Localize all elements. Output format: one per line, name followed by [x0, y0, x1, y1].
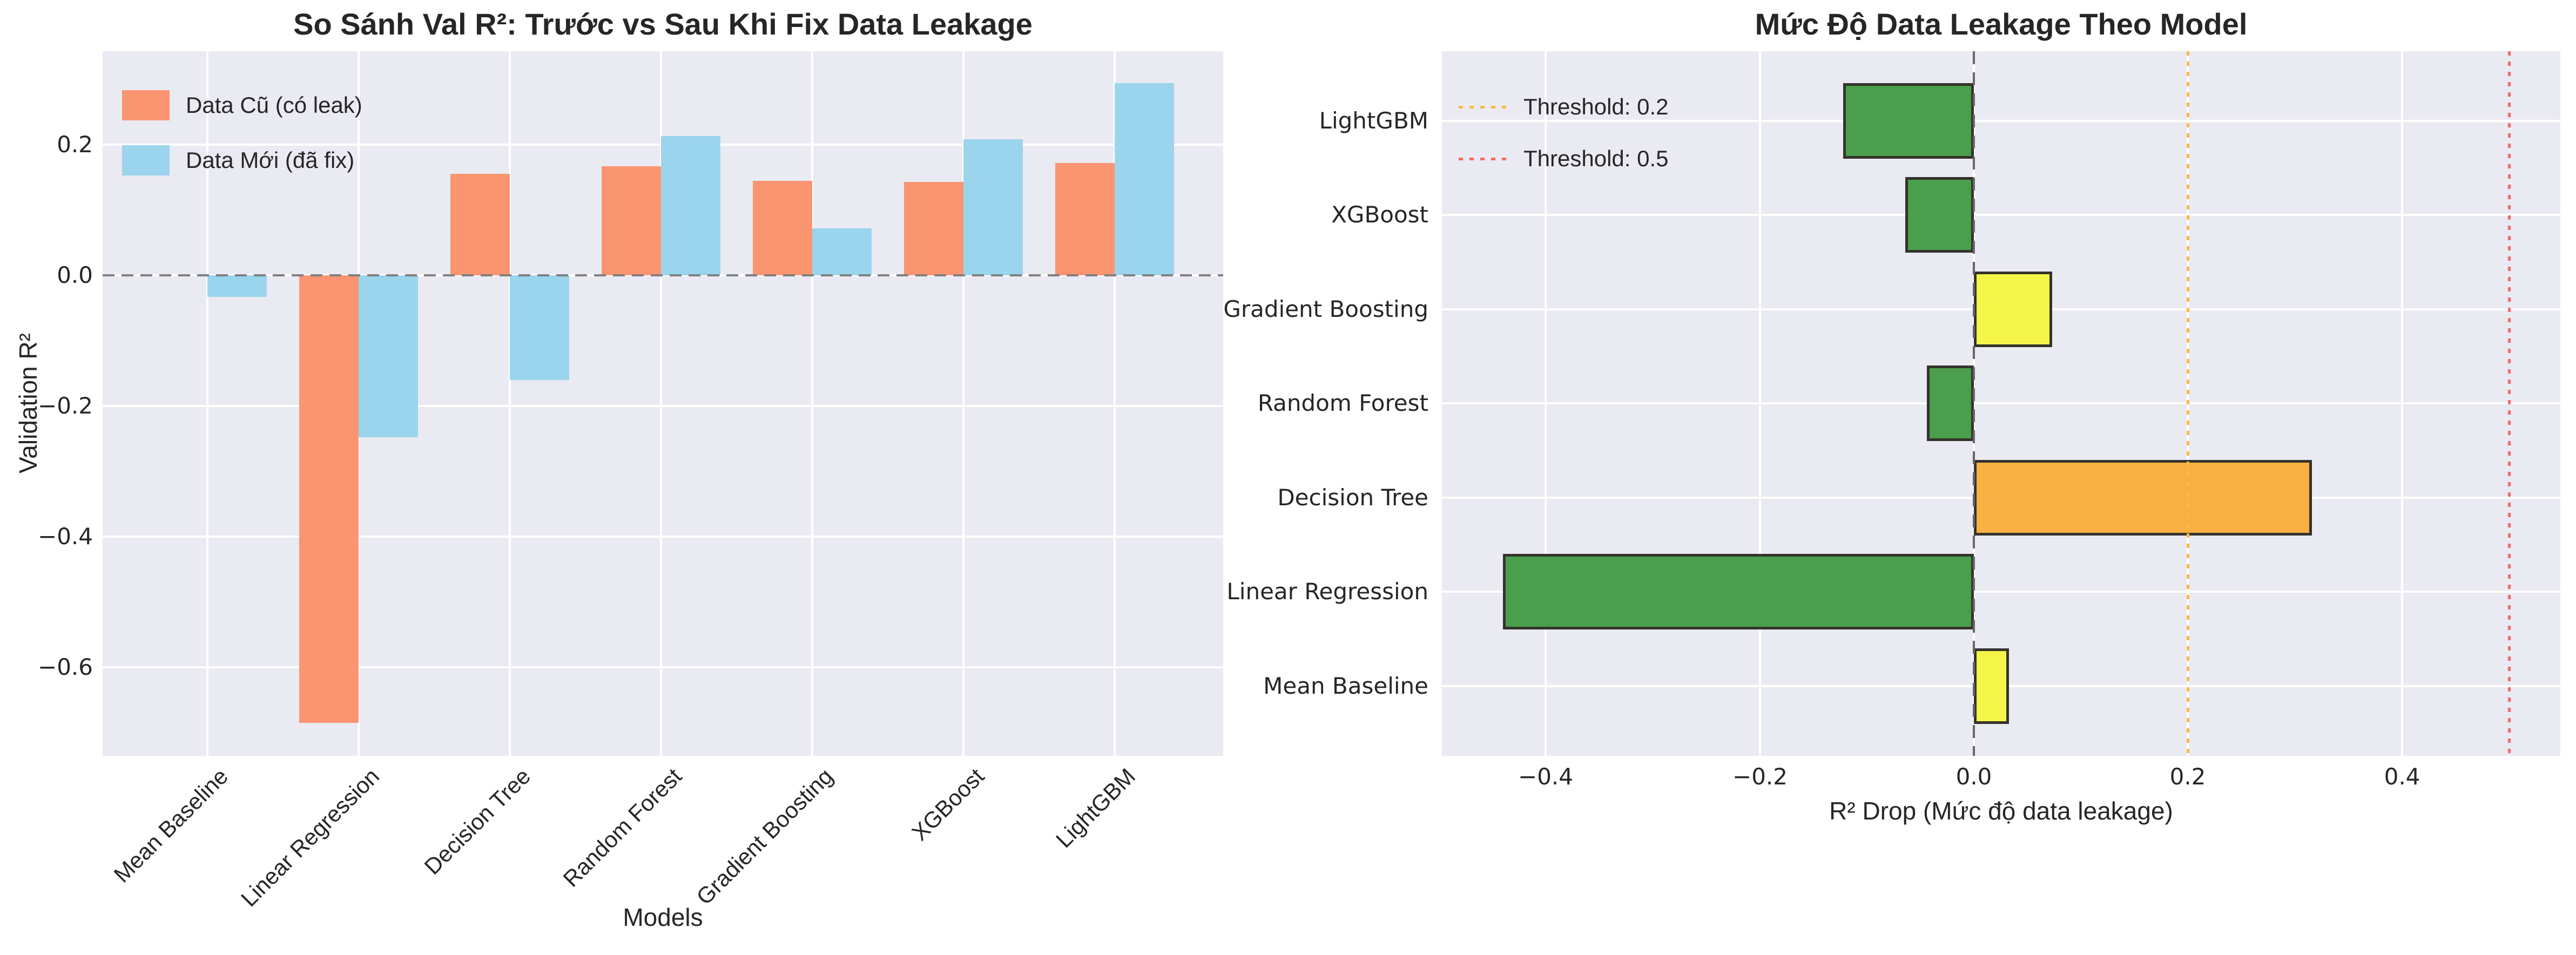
left-bar-new-linear-regression — [359, 275, 418, 437]
left-gridline-y-−0.4 — [103, 536, 1223, 538]
right-x-tick-−0.2: −0.2 — [1732, 763, 1788, 790]
right-bar-linear-regression — [1503, 554, 1974, 629]
left-bar-new-decision-tree — [510, 275, 569, 380]
left-gridline-x-2 — [509, 51, 511, 756]
right-legend-item-1: Threshold: 0.5 — [1459, 145, 1669, 172]
right-x-tick-0.2: 0.2 — [2169, 763, 2206, 790]
left-gridline-x-0 — [206, 51, 208, 756]
left-bar-old-random-forest — [602, 166, 661, 275]
left-legend-item-0: Data Cũ (có leak) — [122, 90, 362, 120]
right-chart-plot-area: Threshold: 0.2 Threshold: 0.5 — [1442, 51, 2560, 756]
right-x-axis-label: R² Drop (Mức độ data leakage) — [1829, 797, 2173, 825]
right-y-tick-lightgbm: LightGBM — [1319, 107, 1428, 134]
left-zero-line — [103, 274, 1223, 276]
left-bar-new-mean-baseline — [207, 275, 267, 297]
left-y-tick-0.2: 0.2 — [57, 131, 93, 158]
left-legend-label-0: Data Cũ (có leak) — [186, 92, 362, 118]
right-bar-xgboost — [1905, 177, 1974, 253]
left-chart-plot-area: Data Cũ (có leak) Data Mới (đã fix) — [103, 51, 1223, 756]
right-gridline-y-1 — [1442, 214, 2560, 216]
right-x-tick-−0.4: −0.4 — [1518, 763, 1573, 790]
right-y-tick-decision-tree: Decision Tree — [1277, 484, 1428, 511]
right-chart-title: Mức Độ Data Leakage Theo Model — [1755, 7, 2248, 41]
left-legend-swatch-0 — [122, 90, 170, 120]
right-bar-decision-tree — [1974, 460, 2312, 536]
right-gridline-y-5 — [1442, 591, 2560, 593]
right-gridline-y-3 — [1442, 402, 2560, 404]
left-legend-label-1: Data Mới (đã fix) — [186, 147, 355, 173]
right-y-tick-linear-regression: Linear Regression — [1226, 578, 1428, 605]
right-threshold-line-0.5 — [2508, 51, 2511, 756]
right-gridline-y-0 — [1442, 120, 2560, 122]
right-legend-swatch-0 — [1459, 105, 1507, 109]
right-legend-label-0: Threshold: 0.2 — [1523, 94, 1669, 119]
left-gridline-x-6 — [1114, 51, 1116, 756]
right-y-tick-xgboost: XGBoost — [1331, 201, 1428, 228]
left-y-tick-−0.2: −0.2 — [38, 392, 93, 419]
right-y-tick-mean-baseline: Mean Baseline — [1263, 673, 1428, 699]
right-x-tick-0.0: 0.0 — [1955, 763, 1992, 790]
right-legend-swatch-1 — [1459, 157, 1507, 160]
left-bar-new-xgboost — [963, 139, 1023, 275]
left-legend-item-1: Data Mới (đã fix) — [122, 145, 354, 175]
left-legend-swatch-1 — [122, 145, 170, 175]
left-bar-old-linear-regression — [299, 275, 359, 723]
left-gridline-x-4 — [811, 51, 813, 756]
right-legend-item-0: Threshold: 0.2 — [1459, 93, 1669, 120]
right-bar-lightgbm — [1843, 83, 1974, 159]
left-bar-old-lightgbm — [1055, 163, 1115, 275]
left-bar-old-decision-tree — [450, 174, 510, 275]
right-bar-gradient-boosting — [1974, 272, 2052, 347]
left-y-tick-0.0: 0.0 — [57, 262, 93, 288]
right-y-tick-gradient-boosting: Gradient Boosting — [1223, 296, 1428, 322]
right-threshold-line-0.2 — [2187, 51, 2189, 756]
right-x-tick-0.4: 0.4 — [2384, 763, 2420, 790]
left-gridline-y-−0.2 — [103, 405, 1223, 407]
right-zero-line — [1973, 51, 1975, 756]
left-gridline-y-−0.6 — [103, 666, 1223, 668]
left-bar-old-xgboost — [904, 182, 963, 275]
left-y-tick-−0.4: −0.4 — [38, 523, 93, 550]
left-bar-new-lightgbm — [1115, 83, 1174, 275]
left-y-tick-−0.6: −0.6 — [38, 654, 93, 680]
left-gridline-x-3 — [660, 51, 662, 756]
left-bar-new-random-forest — [661, 136, 720, 275]
left-bar-old-gradient-boosting — [753, 181, 812, 275]
right-bar-mean-baseline — [1974, 648, 2009, 724]
right-y-tick-random-forest: Random Forest — [1257, 390, 1428, 416]
left-bar-new-gradient-boosting — [812, 228, 872, 275]
left-x-axis-label: Models — [623, 903, 703, 931]
left-gridline-x-5 — [962, 51, 965, 756]
left-chart-title: So Sánh Val R²: Trước vs Sau Khi Fix Dat… — [293, 7, 1033, 41]
right-bar-random-forest — [1927, 365, 1974, 441]
right-legend-label-1: Threshold: 0.5 — [1523, 146, 1669, 171]
